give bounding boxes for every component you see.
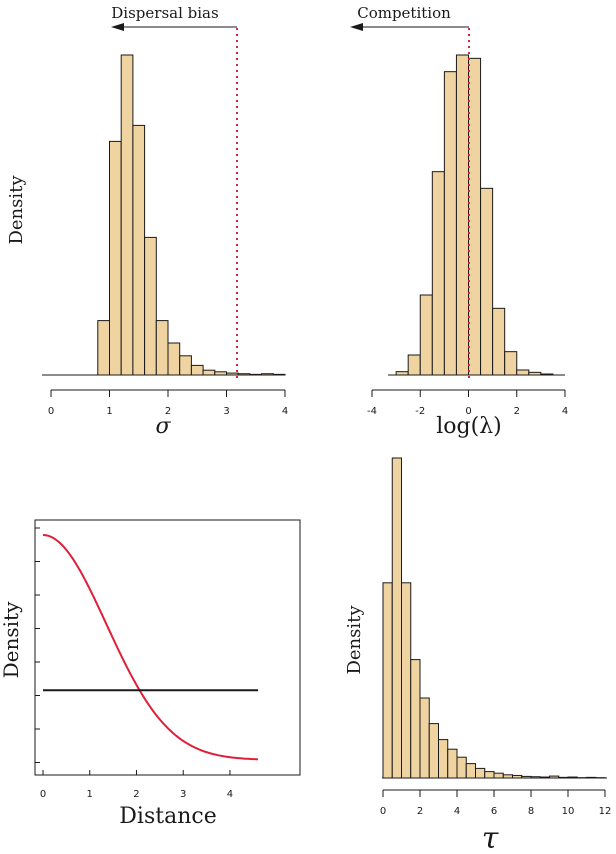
xlabel-distance: Distance — [119, 804, 216, 829]
bar-tau-0 — [382, 582, 393, 779]
x-tick-label-distance-2: 2 — [133, 789, 139, 800]
arrow-dispersal-bias — [111, 23, 237, 31]
x-tick-label-tau-4: 8 — [528, 806, 534, 817]
panel-sigma-histogram: Density Dispersal bias 0 1 2 3 4 σ — [6, 4, 288, 439]
x-tick-label-log-lambda-2: 0 — [465, 406, 471, 417]
x-axis-distance: 0 1 2 3 4 — [40, 770, 233, 800]
x-tick-label-tau-2: 4 — [454, 806, 460, 817]
bar-sigma-7 — [179, 355, 192, 376]
x-tick-label-tau-6: 12 — [599, 806, 612, 817]
bar-tau-11 — [484, 771, 495, 779]
x-axis-log-lambda: -4 -2 0 2 4 — [367, 389, 568, 417]
bar-tau-4 — [419, 697, 430, 779]
bar-tau-5 — [428, 723, 439, 779]
bars-tau — [382, 457, 606, 779]
bar-log-lambda-4 — [443, 71, 457, 376]
bar-sigma-0 — [97, 320, 111, 376]
bar-tau-8 — [456, 756, 467, 779]
xlabel-log-lambda: log(λ) — [436, 414, 501, 439]
x-tick-label-sigma-1: 1 — [106, 406, 112, 417]
y-ticks-distance — [35, 527, 40, 763]
bar-log-lambda-2 — [419, 294, 433, 376]
x-tick-label-tau-1: 2 — [417, 806, 423, 817]
x-axis-sigma: 0 1 2 3 4 — [48, 389, 288, 417]
bar-tau-10 — [475, 767, 486, 779]
bar-log-lambda-1 — [407, 354, 421, 376]
x-tick-label-tau-0: 0 — [380, 806, 386, 817]
x-tick-label-sigma-2: 2 — [165, 406, 171, 417]
xlabel-sigma: σ — [155, 414, 171, 439]
panel-distance-kernel: Density 0 1 2 3 4 Distance — [0, 519, 301, 829]
bar-tau-3 — [410, 659, 421, 779]
bar-log-lambda-9 — [504, 351, 518, 376]
x-tick-label-log-lambda-4: 4 — [562, 406, 568, 417]
series-line-red — [42, 534, 259, 761]
bar-sigma-2 — [120, 54, 134, 376]
bar-tau-1 — [391, 457, 402, 779]
bar-tau-12 — [493, 772, 504, 779]
panel-tau-histogram: Density 0 2 4 6 8 10 12 τ — [344, 457, 612, 854]
x-tick-label-sigma-3: 3 — [223, 406, 229, 417]
x-tick-label-tau-5: 10 — [562, 806, 575, 817]
x-tick-label-distance-0: 0 — [40, 789, 46, 800]
bar-log-lambda-5 — [455, 54, 469, 376]
bar-log-lambda-7 — [480, 187, 494, 376]
x-tick-label-tau-3: 6 — [491, 806, 497, 817]
bar-tau-2 — [401, 582, 412, 779]
bar-sigma-8 — [190, 364, 204, 376]
bar-log-lambda-6 — [468, 57, 482, 376]
x-tick-label-sigma-0: 0 — [48, 406, 54, 417]
ylabel-distance: Density — [0, 601, 23, 678]
bar-sigma-4 — [144, 236, 157, 376]
annotation-dispersal-bias: Dispersal bias — [111, 4, 218, 22]
x-tick-label-distance-1: 1 — [87, 789, 93, 800]
bars-sigma — [97, 54, 286, 376]
bar-sigma-5 — [155, 320, 169, 376]
bars-log-lambda — [395, 54, 554, 376]
bar-sigma-1 — [109, 140, 122, 376]
bar-log-lambda-3 — [431, 171, 445, 376]
plot-frame-distance — [34, 519, 301, 776]
bar-tau-7 — [447, 748, 458, 779]
arrow-competition — [350, 23, 469, 31]
panel-log-lambda-histogram: Competition -4 -2 0 2 4 log(λ) — [350, 4, 568, 439]
bar-sigma-15 — [272, 373, 286, 376]
bar-log-lambda-8 — [492, 307, 506, 376]
bar-sigma-9 — [202, 369, 216, 376]
x-tick-label-log-lambda-3: 2 — [514, 406, 520, 417]
x-tick-label-log-lambda-1: -2 — [415, 406, 425, 417]
x-tick-label-distance-3: 3 — [180, 789, 186, 800]
x-tick-label-log-lambda-0: -4 — [367, 406, 377, 417]
xlabel-tau: τ — [482, 821, 499, 854]
bar-tau-9 — [465, 763, 476, 779]
ylabel-tau: Density — [344, 605, 365, 675]
x-tick-label-sigma-4: 4 — [282, 406, 288, 417]
bar-sigma-6 — [167, 342, 181, 376]
bar-log-lambda-10 — [516, 369, 530, 376]
ylabel-sigma: Density — [6, 175, 27, 245]
x-tick-label-distance-4: 4 — [227, 789, 233, 800]
bar-sigma-3 — [132, 124, 146, 376]
x-axis-tau: 0 2 4 6 8 10 12 — [380, 789, 612, 817]
annotation-competition: Competition — [357, 4, 451, 22]
bar-tau-6 — [438, 739, 449, 779]
